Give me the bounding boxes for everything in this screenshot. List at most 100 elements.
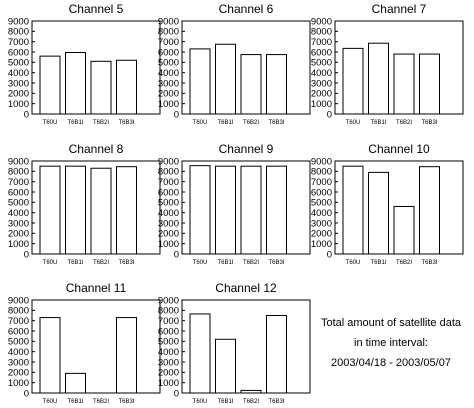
y-tick-label: 3000 — [158, 357, 179, 368]
y-tick-label: 1000 — [8, 239, 29, 250]
y-tick-label: 0 — [174, 388, 179, 399]
y-tick-label: 9000 — [158, 16, 179, 27]
x-tick-label: T6B3I — [268, 399, 284, 405]
y-tick-label: 3000 — [311, 218, 332, 229]
x-tick-label: T6B3I — [268, 260, 284, 266]
y-tick-label: 8000 — [8, 167, 29, 178]
panel-channel-6: Channel 6 0100020003000400050006000700080… — [158, 2, 311, 126]
bar-t6b1i — [368, 42, 389, 115]
y-tick-label: 5000 — [8, 198, 29, 209]
bar-t6b2i — [393, 205, 415, 255]
y-tick-label: 9000 — [311, 156, 332, 167]
y-tick-label: 4000 — [8, 347, 29, 358]
panel-title: Channel 8 — [69, 142, 124, 156]
panel-title: Channel 6 — [219, 2, 274, 16]
panel-channel-9: Channel 9 0100020003000400050006000700080… — [158, 142, 311, 266]
bar-t6b2i — [240, 389, 262, 394]
y-tick-label: 8000 — [158, 27, 179, 38]
panel-title: Channel 12 — [215, 281, 277, 295]
x-tick-label: T6B1I — [217, 120, 233, 126]
y-tick-label: 0 — [24, 109, 29, 120]
x-tick-label: T6B3I — [118, 399, 134, 405]
y-tick-label: 8000 — [8, 306, 29, 317]
y-tick-label: 1000 — [8, 378, 29, 389]
x-tick-label: T6B3I — [268, 120, 284, 126]
y-tick-label: 1000 — [311, 239, 332, 250]
y-tick-label: 3000 — [311, 78, 332, 89]
bar-t60u — [189, 48, 211, 115]
y-tick-label: 4000 — [158, 68, 179, 79]
y-tick-label: 4000 — [311, 68, 332, 79]
panel-title: Channel 11 — [66, 281, 127, 295]
data-interval-note: Total amount of satellite data in time i… — [312, 313, 470, 373]
y-tick-label: 5000 — [158, 58, 179, 69]
panel-channel-11: Channel 11 010002000300040005000600070008… — [8, 281, 161, 405]
y-tick-label: 6000 — [158, 326, 179, 337]
y-tick-label: 9000 — [8, 16, 29, 27]
y-tick-label: 7000 — [158, 37, 179, 48]
y-tick-label: 5000 — [311, 198, 332, 209]
y-tick-label: 9000 — [158, 156, 179, 167]
bar-t6b3i — [116, 166, 137, 255]
bar-t6b1i — [65, 372, 86, 394]
x-tick-label: T60U — [43, 399, 58, 405]
bar-t6b2i — [90, 60, 112, 115]
bar-t60u — [39, 165, 61, 255]
plot-frame — [31, 299, 161, 394]
bar-t6b3i — [419, 53, 440, 115]
x-tick-label: T6B1I — [67, 260, 83, 266]
bar-t6b2i — [240, 165, 262, 255]
y-tick-label: 5000 — [158, 198, 179, 209]
x-tick-label: T60U — [193, 120, 208, 126]
y-tick-label: 2000 — [8, 368, 29, 379]
panel-title: Channel 9 — [219, 142, 274, 156]
bar-t6b1i — [215, 338, 236, 394]
bar-t6b1i — [65, 165, 86, 255]
y-tick-label: 1000 — [158, 99, 179, 110]
x-tick-label: T6B2I — [93, 120, 109, 126]
panel-title: Channel 10 — [368, 142, 430, 156]
y-tick-label: 4000 — [158, 208, 179, 219]
y-tick-label: 3000 — [8, 357, 29, 368]
x-tick-label: T6B2I — [93, 399, 109, 405]
y-tick-label: 8000 — [311, 167, 332, 178]
bar-t60u — [39, 317, 61, 394]
y-tick-label: 7000 — [311, 37, 332, 48]
bar-t6b1i — [65, 52, 86, 115]
y-tick-label: 2000 — [8, 89, 29, 100]
y-tick-label: 7000 — [8, 316, 29, 327]
y-tick-label: 8000 — [8, 27, 29, 38]
note-line-1: Total amount of satellite data — [320, 317, 462, 329]
bar-t6b2i — [240, 54, 262, 115]
y-tick-label: 3000 — [158, 218, 179, 229]
x-tick-label: T6B3I — [421, 260, 437, 266]
y-tick-label: 7000 — [8, 177, 29, 188]
x-tick-label: T6B1I — [370, 260, 386, 266]
y-tick-label: 2000 — [311, 89, 332, 100]
y-tick-label: 2000 — [8, 229, 29, 240]
x-tick-label: T6B3I — [118, 120, 134, 126]
x-tick-label: T6B3I — [421, 120, 437, 126]
y-tick-label: 5000 — [311, 58, 332, 69]
y-tick-label: 4000 — [311, 208, 332, 219]
x-tick-label: T6B1I — [67, 399, 83, 405]
bar-t6b3i — [419, 166, 440, 255]
y-tick-label: 6000 — [311, 47, 332, 58]
y-tick-label: 6000 — [8, 326, 29, 337]
y-tick-label: 2000 — [158, 229, 179, 240]
y-tick-label: 4000 — [8, 68, 29, 79]
y-tick-label: 7000 — [311, 177, 332, 188]
x-tick-label: T6B2I — [396, 120, 412, 126]
bar-t6b1i — [368, 171, 389, 255]
y-tick-label: 4000 — [8, 208, 29, 219]
y-tick-label: 5000 — [8, 58, 29, 69]
bar-t60u — [189, 165, 211, 255]
y-tick-label: 2000 — [158, 89, 179, 100]
x-tick-label: T60U — [346, 260, 361, 266]
x-tick-label: T6B1I — [370, 120, 386, 126]
y-tick-label: 2000 — [311, 229, 332, 240]
y-tick-label: 8000 — [311, 27, 332, 38]
x-tick-label: T6B2I — [243, 260, 259, 266]
y-tick-label: 1000 — [158, 378, 179, 389]
y-tick-label: 0 — [24, 249, 29, 260]
